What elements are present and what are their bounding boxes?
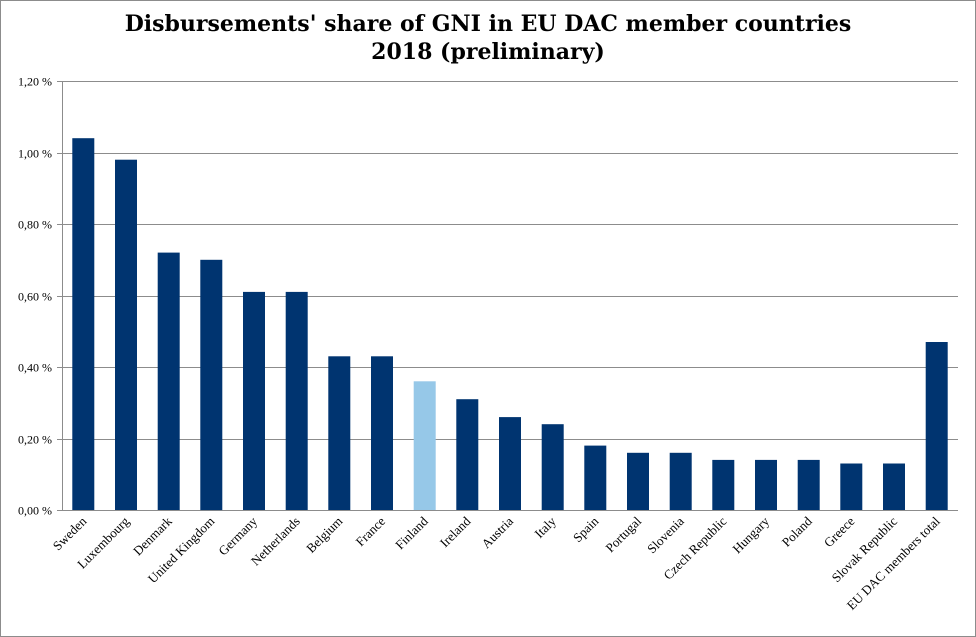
bar	[840, 463, 863, 510]
bar	[243, 291, 265, 510]
x-tick-label: Sweden	[50, 513, 90, 553]
x-tick-label: Belgium	[303, 514, 345, 556]
bar	[157, 252, 180, 510]
bar	[541, 424, 564, 510]
bar	[755, 459, 777, 510]
chart-title: Disbursements' share of GNI in EU DAC me…	[124, 11, 852, 37]
x-tick-label: Portugal	[602, 513, 644, 555]
x-tick-label: Spain	[570, 513, 602, 545]
y-tick-label: 0,60 %	[18, 290, 52, 304]
x-tick-label: Austria	[478, 513, 516, 551]
x-tick-label: Hungary	[729, 513, 772, 556]
bar	[115, 159, 137, 510]
y-axis: 0,00 % 0,20 % 0,40 % 0,60 % 0,80 % 1,00 % 1,20…	[18, 75, 63, 518]
y-tick-label: 1,20 %	[18, 75, 52, 89]
x-tick-label: France	[353, 513, 389, 549]
bar	[456, 399, 479, 510]
bar	[200, 259, 223, 511]
x-tick-label: Slovenia	[644, 513, 687, 556]
bar	[285, 291, 308, 510]
bar	[797, 459, 820, 510]
x-tick-label: Finland	[392, 513, 431, 552]
chart-subtitle: 2018 (preliminary)	[371, 39, 605, 65]
x-tick-label: Italy	[531, 513, 559, 541]
x-tick-label: Ireland	[437, 513, 474, 550]
y-tick-label: 0,80 %	[18, 218, 52, 232]
y-tick-label: 0,40 %	[18, 361, 52, 375]
bar	[712, 459, 735, 510]
x-tick-label: Greece	[821, 513, 858, 550]
bar	[72, 138, 95, 510]
bar	[883, 463, 905, 510]
x-tick-label: Poland	[779, 513, 815, 549]
bar	[584, 445, 607, 510]
bar	[328, 356, 351, 510]
bar	[413, 381, 436, 510]
bar	[669, 452, 692, 510]
bar	[371, 356, 393, 510]
bar	[627, 452, 649, 510]
y-tick-label: 0,20 %	[18, 433, 52, 447]
y-tick-label: 0,00 %	[18, 504, 52, 518]
bar	[499, 417, 521, 510]
bars	[72, 138, 948, 511]
y-tick-label: 1,00 %	[18, 147, 52, 161]
bar	[925, 342, 948, 510]
